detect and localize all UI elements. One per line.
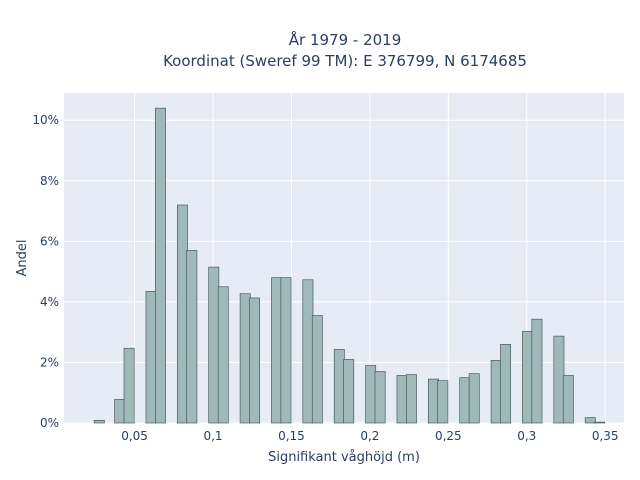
histogram-bar [468,373,480,424]
histogram-bar [406,374,417,424]
y-tick-label: 8% [40,174,59,188]
histogram-bar [562,375,574,424]
histogram-bar [490,360,502,424]
histogram-bar [123,347,135,424]
histogram-bar [311,315,323,424]
histogram-bar [177,204,188,424]
histogram-bar [114,399,126,424]
histogram-bar [437,380,449,424]
x-tick-label: 0,1 [203,429,222,443]
histogram-bar [365,365,377,424]
y-tick-labels: 0% 2% 4% 6% 8% 10% [32,113,59,430]
histogram-bar [208,266,220,424]
x-tick-label: 0,2 [360,429,379,443]
histogram-bar [302,279,314,424]
y-axis-title: Andel [15,240,30,277]
y-tick-label: 4% [40,295,59,309]
histogram-bar [249,297,260,424]
histogram-bar [280,277,292,424]
histogram-bar [428,378,439,424]
histogram-bar [93,419,105,424]
histogram-bar [343,359,355,424]
x-tick-label: 0,35 [592,429,619,443]
x-axis-title: Signifikant våghöjd (m) [268,450,420,465]
x-tick-label: 0,3 [517,429,536,443]
histogram-bar [459,377,471,424]
x-tick-label: 0,25 [435,429,462,443]
x-tick-labels: 0,05 0,1 0,15 0,2 0,25 0,3 0,35 [121,429,618,443]
y-tick-label: 0% [40,416,59,430]
histogram-bar [186,250,198,424]
bars-group [93,107,606,424]
histogram-bar [584,417,596,424]
histogram-bar [155,107,166,424]
histogram-bar [522,330,533,424]
chart-title-line1: År 1979 - 2019 [289,30,402,49]
histogram-bar [594,421,606,424]
histogram-bar [239,293,251,424]
y-tick-label: 2% [40,355,59,369]
x-tick-label: 0,15 [278,429,305,443]
x-tick-label: 0,05 [121,429,148,443]
histogram-bar [374,371,386,424]
histogram-bar [145,291,157,424]
histogram-bar [217,286,229,424]
histogram-bar [500,343,511,424]
histogram-bar [396,375,408,424]
histogram-bar [553,335,565,424]
histogram-bar [531,318,543,424]
histogram-bar [271,277,282,424]
chart-title-line2: Koordinat (Sweref 99 TM): E 376799, N 61… [163,52,527,70]
histogram-bar [333,349,345,424]
y-tick-label: 6% [40,234,59,248]
y-tick-label: 10% [32,113,59,127]
